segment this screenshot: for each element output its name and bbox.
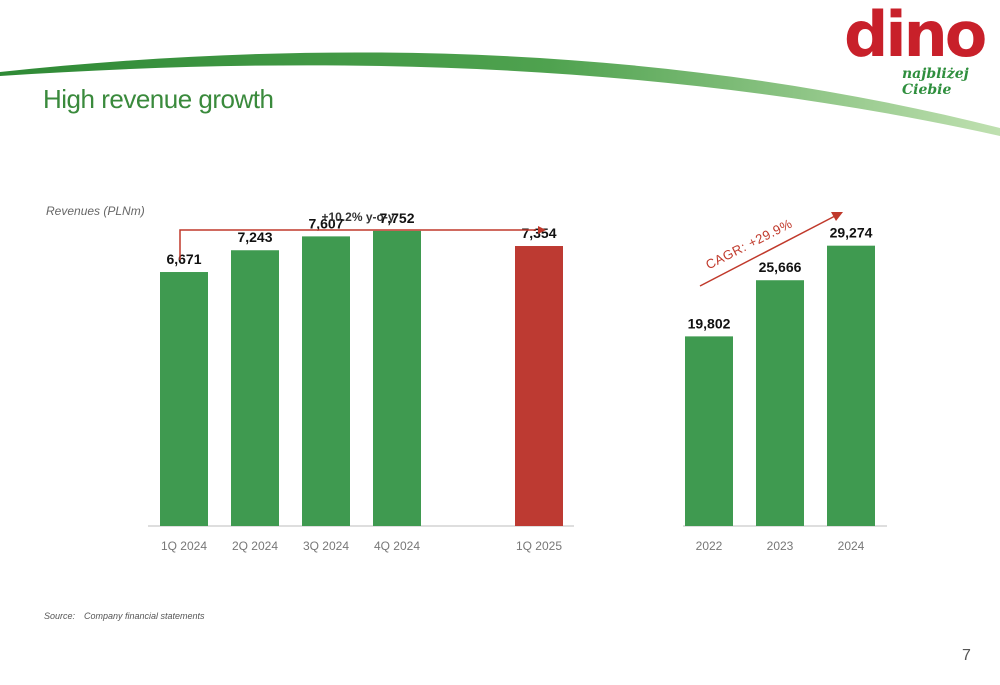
chart-subtitle: Revenues (PLNm) <box>46 204 145 218</box>
x-tick-label: 2023 <box>767 539 794 553</box>
yoy-annotation: +10.2% y-o-y <box>321 210 394 224</box>
x-tick-label: 2Q 2024 <box>232 539 278 553</box>
bar-1q-2024 <box>160 272 208 526</box>
value-label: 7,243 <box>237 229 272 245</box>
bar-4q-2024 <box>373 230 421 526</box>
logo-wordmark: dino <box>844 0 987 71</box>
x-tick-label: 1Q 2024 <box>161 539 207 553</box>
cagr-arrow-line <box>699 215 836 287</box>
source-text: Company financial statements <box>84 611 205 621</box>
x-tick-label: 3Q 2024 <box>303 539 349 553</box>
cagr-arrow-head <box>831 212 843 221</box>
bar-2024 <box>827 245 875 527</box>
bar-2q-2024 <box>231 250 279 526</box>
x-tick-label: 2022 <box>696 539 723 553</box>
page-title: High revenue growth <box>43 84 274 114</box>
value-label: 7,607 <box>308 215 343 231</box>
yoy-arrow-line <box>179 229 536 260</box>
source-label: Source: <box>44 611 76 621</box>
page-number: 7 <box>962 647 971 664</box>
source-note: Source: Company financial statements <box>44 611 205 621</box>
x-tick-label: 4Q 2024 <box>374 539 420 553</box>
bar-1q-2025 <box>515 246 563 526</box>
bar-2023 <box>756 280 804 526</box>
bar-2022 <box>685 336 733 526</box>
x-tick-label: 1Q 2025 <box>516 539 562 553</box>
logo-tagline: najbliżej Ciebie <box>902 66 969 98</box>
value-label: 7,752 <box>379 210 414 226</box>
value-label: 29,274 <box>830 225 873 241</box>
yoy-arrow-head <box>538 226 546 234</box>
quarterly-revenue-chart: 6,671 1Q 2024 7,243 2Q 2024 7,607 3Q 2024 7,75… <box>148 210 574 553</box>
x-tick-label: 2024 <box>838 539 865 553</box>
bar-3q-2024 <box>302 236 350 526</box>
value-label: 6,671 <box>166 251 201 267</box>
value-label: 25,666 <box>759 259 802 275</box>
value-label: 19,802 <box>688 315 731 331</box>
dino-logo: dino najbliżej Ciebie <box>840 0 990 98</box>
